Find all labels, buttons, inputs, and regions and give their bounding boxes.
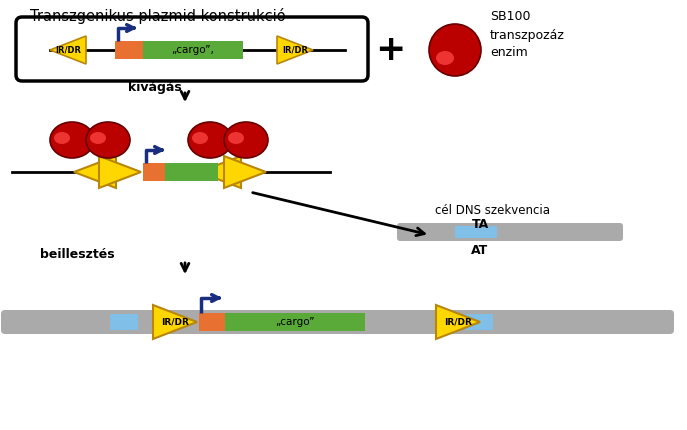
Polygon shape	[277, 36, 313, 64]
Text: Transzgenikus plazmid konstrukció: Transzgenikus plazmid konstrukció	[30, 8, 286, 24]
Bar	[465, 314, 493, 330]
Text: „cargo”: „cargo”	[275, 317, 315, 327]
Text: IR/DR: IR/DR	[282, 46, 308, 55]
Polygon shape	[50, 36, 86, 64]
Ellipse shape	[429, 24, 481, 76]
Text: IR/DR: IR/DR	[444, 317, 472, 326]
Text: cél DNS szekvencia: cél DNS szekvencia	[435, 203, 550, 216]
Bar	[455, 226, 497, 238]
Text: TA: TA	[471, 218, 488, 230]
Bar	[115, 41, 143, 59]
Ellipse shape	[188, 122, 232, 158]
Polygon shape	[199, 156, 241, 188]
Ellipse shape	[90, 132, 106, 144]
Polygon shape	[74, 156, 116, 188]
Text: „cargo”,: „cargo”,	[172, 45, 214, 55]
Bar	[110, 314, 138, 330]
Bar	[143, 41, 243, 59]
Text: IR/DR: IR/DR	[161, 317, 189, 326]
Polygon shape	[224, 156, 266, 188]
Bar	[165, 163, 218, 181]
FancyBboxPatch shape	[397, 223, 623, 241]
Text: kivágás: kivágás	[128, 80, 182, 93]
FancyBboxPatch shape	[16, 17, 368, 81]
Polygon shape	[153, 305, 197, 339]
Text: +: +	[375, 33, 405, 67]
Text: AT: AT	[471, 244, 488, 257]
Ellipse shape	[54, 132, 70, 144]
Ellipse shape	[228, 132, 244, 144]
FancyBboxPatch shape	[1, 310, 674, 334]
Text: beillesztés: beillesztés	[41, 249, 115, 261]
Polygon shape	[99, 156, 141, 188]
Ellipse shape	[192, 132, 208, 144]
Bar	[199, 313, 225, 331]
Text: SB100
transzpozáz
enzim: SB100 transzpozáz enzim	[490, 10, 565, 59]
Ellipse shape	[86, 122, 130, 158]
Bar	[225, 313, 365, 331]
Bar	[143, 163, 165, 181]
Ellipse shape	[436, 51, 454, 65]
Ellipse shape	[224, 122, 268, 158]
Text: IR/DR: IR/DR	[55, 46, 81, 55]
Ellipse shape	[50, 122, 94, 158]
Polygon shape	[436, 305, 480, 339]
